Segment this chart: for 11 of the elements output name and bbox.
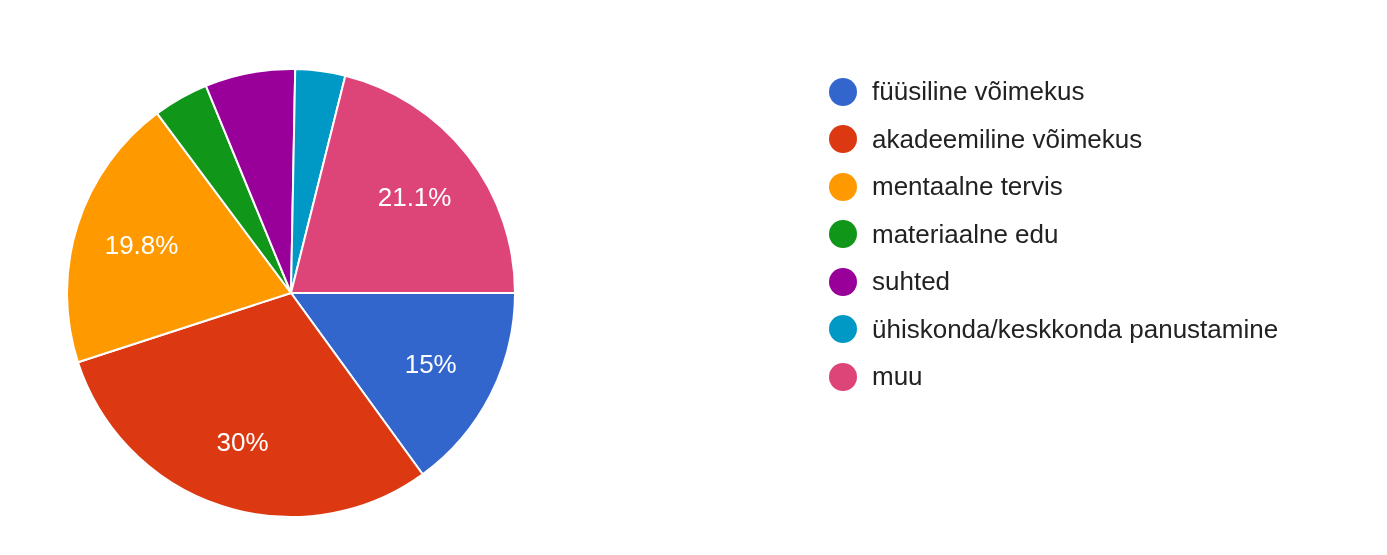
data-label: 30% bbox=[216, 427, 269, 458]
legend-label: mentaalne tervis bbox=[872, 171, 1063, 203]
legend-label: füüsiline võimekus bbox=[872, 76, 1085, 108]
legend-label: materiaalne edu bbox=[872, 218, 1059, 250]
legend-label: akadeemiline võimekus bbox=[872, 123, 1143, 155]
data-label: 21.1% bbox=[377, 181, 452, 212]
legend-label: suhted bbox=[872, 266, 951, 298]
legend-label: muu bbox=[872, 361, 923, 393]
data-label: 15% bbox=[404, 349, 457, 380]
data-label: 19.8% bbox=[104, 230, 179, 261]
legend-label: ühiskonda/keskkonda panustamine bbox=[872, 313, 1279, 345]
